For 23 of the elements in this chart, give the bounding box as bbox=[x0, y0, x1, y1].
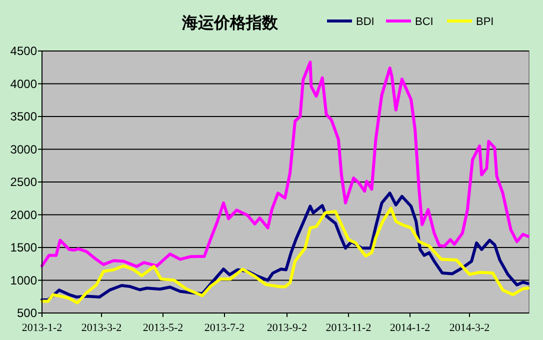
y-tick-label: 4000 bbox=[10, 76, 38, 91]
line-series bbox=[40, 206, 530, 304]
x-tick-label: 2013-7-2 bbox=[204, 322, 245, 334]
x-tick-label: 2013-1-2 bbox=[22, 322, 62, 334]
legend-label: BDI bbox=[356, 16, 374, 28]
y-tick-label: 1000 bbox=[10, 273, 38, 288]
x-tick-label: 2013-5-2 bbox=[142, 322, 184, 334]
y-tick-label: 2000 bbox=[10, 208, 38, 222]
y-tick-label: 1500 bbox=[10, 240, 38, 255]
y-tick-label: 3500 bbox=[10, 110, 38, 124]
x-tick-label: 2014-3-2 bbox=[449, 322, 490, 334]
x-tick-label: 2013-3-2 bbox=[81, 322, 122, 334]
y-tick-label: 2500 bbox=[10, 175, 38, 190]
y-tick-label: 4500 bbox=[10, 44, 38, 58]
y-tick-label: 3000 bbox=[10, 142, 38, 156]
legend-label: BCI bbox=[415, 16, 434, 28]
x-tick-label: 2013-11-2 bbox=[326, 322, 372, 334]
line-series bbox=[40, 60, 530, 268]
x-tick-label: 2013-9-2 bbox=[266, 322, 308, 334]
chart-title: 海运价格指数 bbox=[181, 13, 279, 32]
x-tick-label: 2014-1-2 bbox=[390, 322, 430, 334]
y-tick-label: 500 bbox=[16, 306, 38, 320]
legend-label: BPI bbox=[476, 16, 494, 28]
